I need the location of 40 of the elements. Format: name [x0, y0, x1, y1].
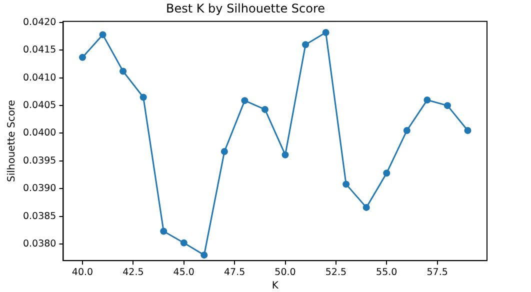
- y-tick-label: 0.0405: [22, 100, 56, 112]
- x-tick-label: 57.5: [426, 266, 448, 278]
- point: [444, 102, 451, 110]
- point: [383, 170, 390, 177]
- point: [241, 97, 248, 104]
- point: [140, 94, 147, 101]
- y-tick-label: 0.0390: [22, 183, 56, 194]
- y-tick-label: 0.0395: [22, 155, 56, 166]
- y-tick-label: 0.0415: [22, 44, 56, 56]
- point: [261, 106, 268, 113]
- point: [180, 239, 188, 246]
- x-tick-label: 42.5: [122, 266, 144, 278]
- point: [160, 228, 168, 235]
- point: [220, 148, 228, 156]
- x-axis-title: K: [272, 280, 279, 292]
- x-tick-label: 52.5: [325, 266, 347, 278]
- point: [99, 31, 106, 38]
- point: [322, 28, 330, 36]
- chart-title: Best K by Silhouette Score: [166, 1, 326, 16]
- y-tick-label: 0.0410: [22, 72, 56, 84]
- y-axis-title: Silhouette Score: [6, 100, 18, 182]
- point: [464, 126, 472, 134]
- x-tick-label: 47.5: [224, 266, 246, 278]
- point: [282, 151, 289, 158]
- point: [342, 180, 350, 188]
- point: [302, 41, 310, 48]
- point: [403, 126, 410, 134]
- point: [79, 54, 86, 61]
- point: [362, 204, 370, 211]
- x-tick-label: 50.0: [274, 266, 296, 278]
- y-tick-label: 0.0380: [22, 238, 56, 250]
- point: [200, 252, 208, 259]
- y-tick-label: 0.0400: [22, 128, 56, 139]
- point: [120, 68, 127, 75]
- x-tick-label: 55.0: [376, 266, 398, 278]
- y-tick-label: 0.0420: [22, 16, 56, 28]
- point: [424, 96, 431, 104]
- x-tick-label: 40.0: [72, 266, 94, 278]
- x-tick-label: 45.0: [173, 266, 194, 278]
- y-tick-label: 0.0385: [22, 210, 56, 222]
